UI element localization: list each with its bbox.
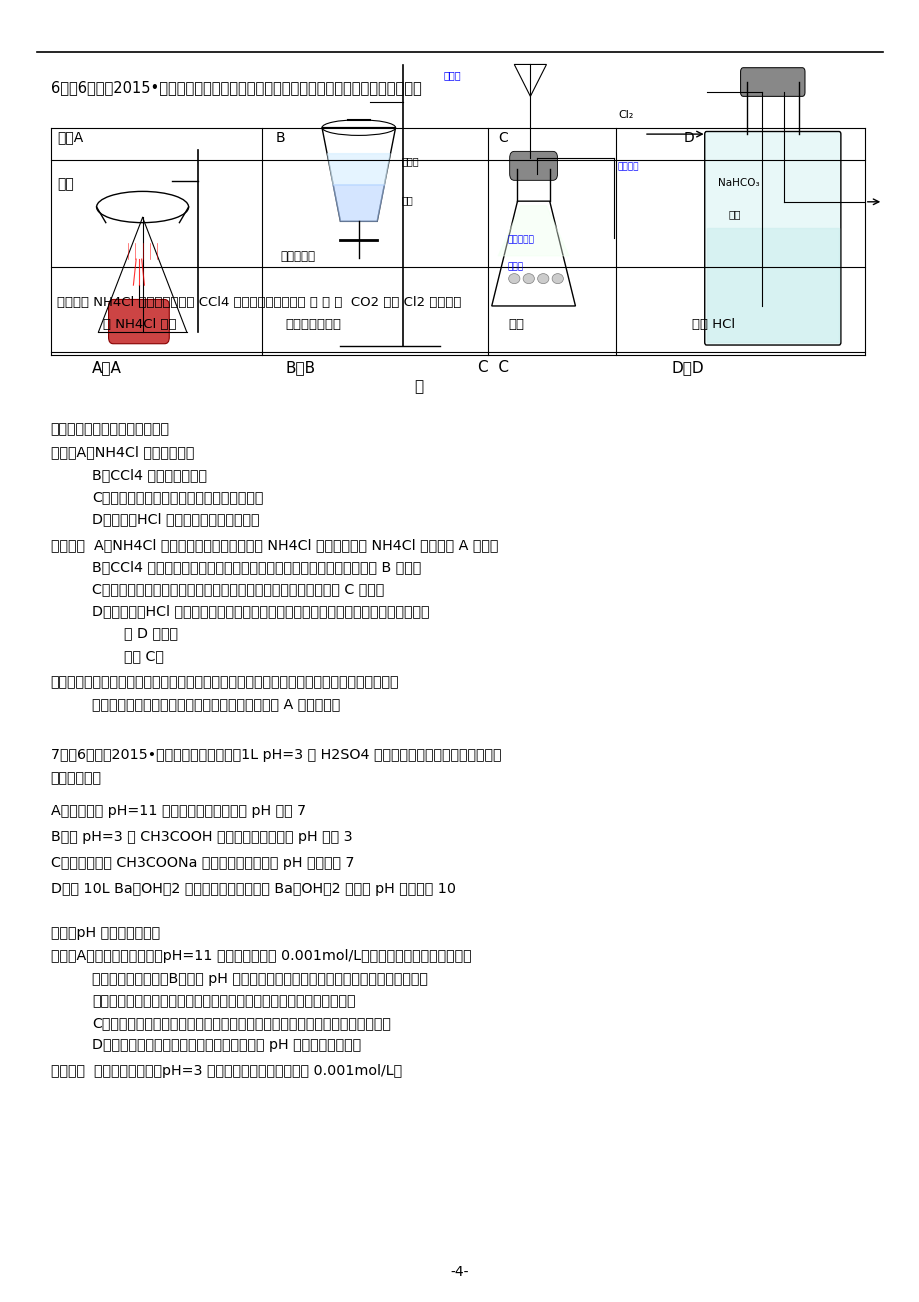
Text: C．石灰石为块状固体，能使反应随时停止；: C．石灰石为块状固体，能使反应随时停止；	[92, 490, 263, 504]
Text: A．与等体积 pH=11 的氨水混合后所得溶液 pH 小于 7: A．与等体积 pH=11 的氨水混合后所得溶液 pH 小于 7	[51, 803, 305, 818]
Text: 6．（6分）（2015•通州区一模）用下列装置进行相应实验，能达到实验目的是（　　）: 6．（6分）（2015•通州区一模）用下列装置进行相应实验，能达到实验目的是（ …	[51, 79, 421, 95]
Text: 水层: 水层	[401, 195, 413, 206]
Text: C．石灰石为块状固体，能使反应随时停止，可制取二氧化碳，故 C 正确；: C．石灰石为块状固体，能使反应随时停止，可制取二氧化碳，故 C 正确；	[92, 582, 384, 596]
Text: 解答：解  硫酸为强电解质，pH=3 的硫酸溶液中氢离子浓度为 0.001mol/L，: 解答：解 硫酸为强电解质，pH=3 的硫酸溶液中氢离子浓度为 0.001mol/…	[51, 1064, 402, 1078]
Text: -4-: -4-	[450, 1264, 469, 1279]
Text: 量，溶液显示碱性；B．溶液 pH 相等，溶液中氢离子浓度相等，混合后溶液中氢离子: 量，溶液显示碱性；B．溶液 pH 相等，溶液中氢离子浓度相等，混合后溶液中氢离子	[92, 971, 427, 986]
Text: 故 D 错误．: 故 D 错误．	[124, 626, 178, 641]
Text: C．与等浓度的 CH3COONa 溶液混合后所得溶液 pH 一定小于 7: C．与等浓度的 CH3COONa 溶液混合后所得溶液 pH 一定小于 7	[51, 855, 354, 870]
Text: 考点：pH 的简单计算．．: 考点：pH 的简单计算．．	[51, 926, 160, 940]
Text: 碳酸氢钠: 碳酸氢钠	[617, 163, 638, 172]
Polygon shape	[333, 185, 384, 221]
Text: D．与 10L Ba（OH）2 溶液恰好完全反应，则 Ba（OH）2 溶液的 pH 一定等于 10: D．与 10L Ba（OH）2 溶液恰好完全反应，则 Ba（OH）2 溶液的 p…	[51, 881, 455, 896]
Text: B．B: B．B	[285, 359, 315, 375]
FancyBboxPatch shape	[509, 151, 557, 180]
Text: B．与 pH=3 的 CH3COOH 溶液混合后所得溶液 pH 小于 3: B．与 pH=3 的 CH3COOH 溶液混合后所得溶液 pH 小于 3	[51, 829, 352, 844]
Text: 稀盐酸: 稀盐酸	[443, 70, 460, 81]
FancyBboxPatch shape	[740, 68, 804, 96]
FancyBboxPatch shape	[108, 299, 169, 344]
Text: B．CCl4 的密度比水大；: B．CCl4 的密度比水大；	[92, 467, 207, 482]
Text: 石灰石: 石灰石	[507, 263, 524, 272]
Text: D．D: D．D	[671, 359, 703, 375]
Text: 有机层: 有机层	[401, 156, 418, 167]
Text: C: C	[498, 130, 508, 145]
Text: D．氯气、HCl 均与碳酸氢钠溶液反应．: D．氯气、HCl 均与碳酸氢钠溶液反应．	[92, 512, 259, 526]
Text: 浓度不变，醋酸和醋酸根离子浓度变化相等，醋酸的电离平衡不移动；: 浓度不变，醋酸和醋酸根离子浓度变化相等，醋酸的电离平衡不移动；	[92, 993, 355, 1008]
Polygon shape	[327, 154, 390, 185]
Text: ．: ．	[414, 379, 423, 395]
Text: 有机层水层: 有机层水层	[280, 250, 315, 263]
Polygon shape	[498, 206, 568, 255]
Text: NaHCO₃: NaHCO₃	[717, 178, 758, 189]
Text: A．A: A．A	[92, 359, 121, 375]
Text: 解答：解  A．NH4Cl 受热易分解，应采用冷却热 NH4Cl 饱和溶液制备 NH4Cl 晶体，故 A 错误；: 解答：解 A．NH4Cl 受热易分解，应采用冷却热 NH4Cl 饱和溶液制备 N…	[51, 538, 497, 552]
Text: D．根据酸碱中和反应实质及溶液碱性与溶液 pH 的关系进行计算；: D．根据酸碱中和反应实质及溶液碱性与溶液 pH 的关系进行计算；	[92, 1038, 361, 1052]
Text: 识点，注重基础知识的考查，题目难度不大，选项 A 为易错点．: 识点，注重基础知识的考查，题目难度不大，选项 A 为易错点．	[92, 697, 340, 711]
Text: B．CCl4 的密度比水大，分层后在下层，与图中装置分层现象不符，故 B 错误；: B．CCl4 的密度比水大，分层后在下层，与图中装置分层现象不符，故 B 错误；	[92, 560, 421, 574]
Text: 故选 C．: 故选 C．	[124, 648, 164, 663]
Text: 的有机层和水层: 的有机层和水层	[285, 318, 341, 331]
Ellipse shape	[537, 273, 549, 284]
Text: 目的蒸干 NH4Cl 饱和溶液制分离 CCl4 萃取碘水后已分层制 取 少 量  CO2 除去 Cl2 中含有的: 目的蒸干 NH4Cl 饱和溶液制分离 CCl4 萃取碘水后已分层制 取 少 量 …	[57, 296, 461, 309]
Text: 有孔塑料板: 有孔塑料板	[507, 236, 534, 245]
Polygon shape	[706, 228, 838, 342]
Ellipse shape	[523, 273, 534, 284]
Text: B: B	[276, 130, 285, 145]
Text: 分析：A．一水合氨为弱碱，pH=11 的氨水浓度大于 0.001mol/L，两溶液等体积混合后氨水过: 分析：A．一水合氨为弱碱，pH=11 的氨水浓度大于 0.001mol/L，两溶…	[51, 949, 471, 963]
Text: C  C: C C	[478, 359, 509, 375]
Text: Cl₂: Cl₂	[618, 111, 633, 121]
FancyBboxPatch shape	[704, 132, 840, 345]
Ellipse shape	[551, 273, 562, 284]
Text: 考点：化学实验方案的评价．．: 考点：化学实验方案的评价．．	[51, 422, 169, 436]
Text: 选项A: 选项A	[57, 130, 84, 145]
Text: 气体: 气体	[508, 318, 524, 331]
Text: 分析：A．NH4Cl 受热易分解；: 分析：A．NH4Cl 受热易分解；	[51, 445, 194, 460]
Text: 备 NH4Cl 晶体: 备 NH4Cl 晶体	[103, 318, 176, 331]
Text: C．未知醋酸钠溶液体积，如果醋酸钠远过量，反应后的溶液可能为碱性溶液；: C．未知醋酸钠溶液体积，如果醋酸钠远过量，反应后的溶液可能为碱性溶液；	[92, 1016, 391, 1030]
Text: D: D	[683, 130, 694, 145]
Text: D．因氯气、HCl 均与碳酸氢钠溶液反应，不能达到除杂的目的，应选用饱和食盐水，: D．因氯气、HCl 均与碳酸氢钠溶液反应，不能达到除杂的目的，应选用饱和食盐水，	[92, 604, 429, 618]
Ellipse shape	[508, 273, 519, 284]
Text: 的是（　　）: 的是（ ）	[51, 771, 101, 785]
Text: 点评：本题考查化学实验方案的评价，涉及除杂、晶体制备、气体的制取、混合物的分离等知: 点评：本题考查化学实验方案的评价，涉及除杂、晶体制备、气体的制取、混合物的分离等…	[51, 674, 399, 689]
Text: 装置: 装置	[57, 177, 74, 191]
Text: 少量 HCl: 少量 HCl	[691, 318, 734, 331]
Text: 溶液: 溶液	[728, 210, 741, 220]
Text: 7．（6分）（2015•通州区一模）常温下，1L pH=3 的 H2SO4 溶液与下列溶液混合，其说法正确: 7．（6分）（2015•通州区一模）常温下，1L pH=3 的 H2SO4 溶液…	[51, 747, 501, 762]
